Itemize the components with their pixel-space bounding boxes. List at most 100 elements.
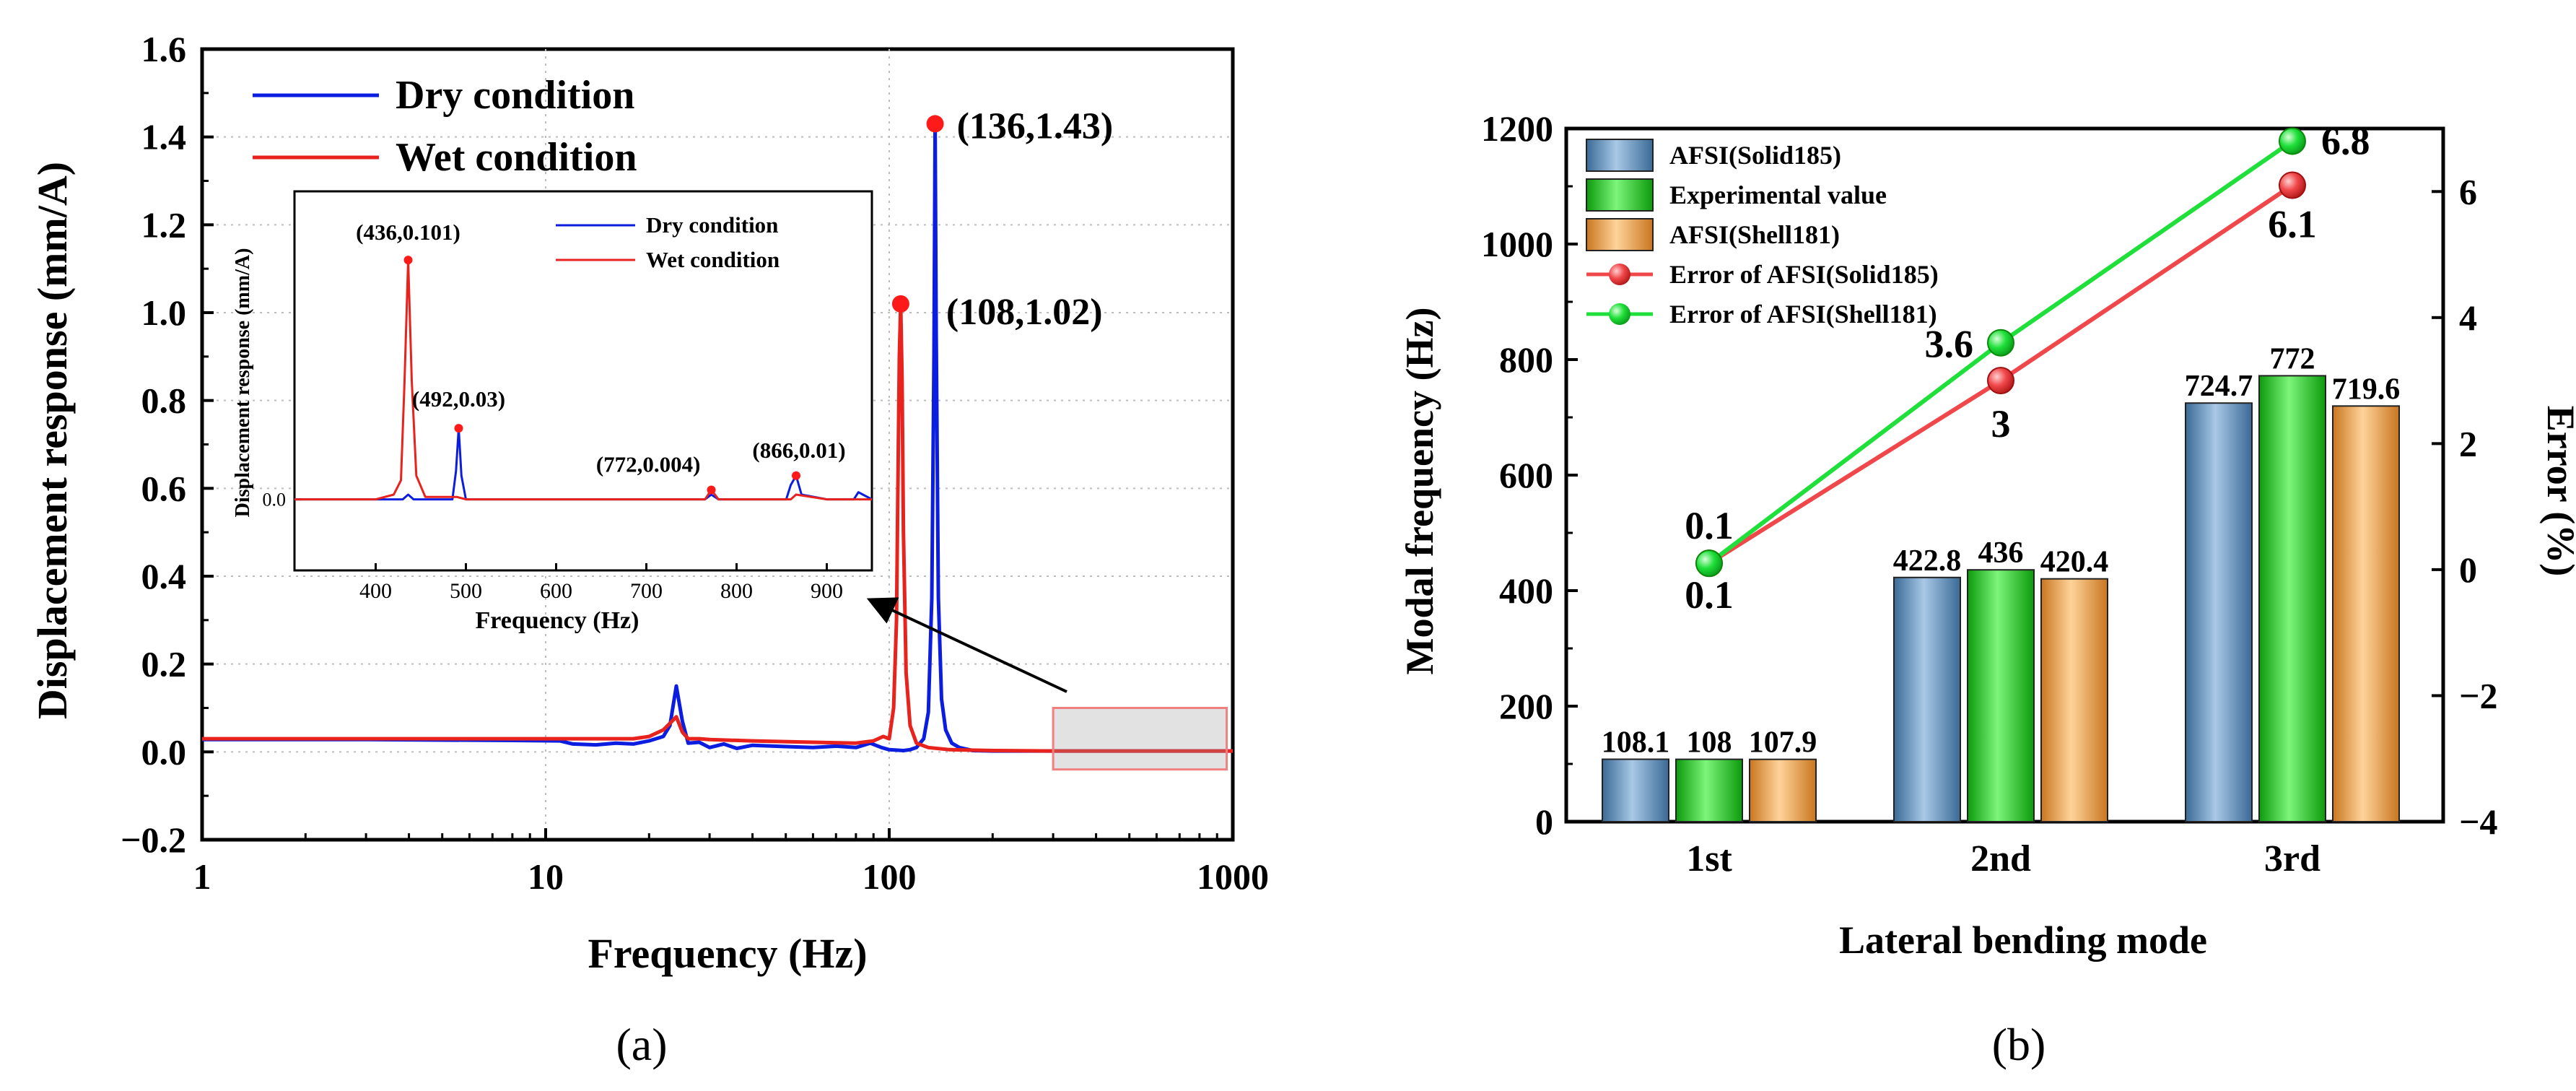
b-y2-tick-label: −4 (2459, 801, 2498, 842)
y-tick-label: 0.2 (141, 644, 187, 684)
inset-peak-annotation: (866,0.01) (752, 438, 845, 463)
b-x-tick-label: 1st (1686, 838, 1732, 879)
error-value-label-shell181: 3.6 (1925, 323, 1974, 366)
inset-frame (293, 190, 873, 572)
series-line-dry-condition (202, 121, 1233, 753)
inset-peak-marker (403, 256, 413, 265)
b-y-tick-label: 1000 (1481, 224, 1553, 264)
error-value-label-solid185: 0.1 (1685, 573, 1734, 617)
legend-swatch-afsi-solid185- (1586, 139, 1654, 172)
peak-marker (891, 295, 909, 313)
y-tick-label: 0.0 (141, 731, 187, 772)
y-tick-label: 0.4 (141, 556, 187, 596)
bar-experimental-value (2258, 375, 2326, 822)
b-y2-tick-label: 2 (2459, 423, 2477, 464)
b-y2-tick-label: 4 (2459, 297, 2477, 338)
inset-x-tick-label: 700 (630, 579, 663, 603)
bar-value-label: 108 (1687, 726, 1732, 760)
inset-legend-label-wet: Wet condition (646, 247, 780, 272)
b-y-tick-label: 0 (1535, 801, 1553, 842)
legend-label: Error of AFSI(Shell181) (1669, 300, 1937, 329)
inset-x-tick-label: 800 (720, 579, 753, 603)
y-tick-label: 0.6 (141, 468, 187, 508)
inset-x-tick-label: 900 (811, 579, 843, 603)
panel-a-chart: −0.2 0.0 0.2 0.4 0.6 0.8 1.0 1.2 1.4 1.6 1 10 100 100… (29, 29, 1269, 1070)
x-tick-label: 100 (863, 856, 917, 897)
inset-series-line-wet-condition (294, 258, 872, 501)
y-tick-label: 1.2 (141, 204, 187, 245)
y-tick-label: 1.6 (141, 29, 187, 69)
bar-afsi-solid185- (1602, 758, 1669, 823)
bar-afsi-shell181- (2040, 578, 2108, 822)
b-y2-tick-label: 6 (2459, 171, 2477, 212)
bar-experimental-value (1967, 569, 2035, 822)
peak-annotation: (136,1.43) (957, 105, 1114, 147)
b-y2-tick-label: −2 (2459, 675, 2498, 716)
bar-value-label: 719.6 (2332, 373, 2401, 406)
error-marker (1695, 549, 1723, 578)
inset-peak-marker (707, 485, 716, 495)
error-value-label-shell181: 6.8 (2321, 119, 2370, 162)
bar-value-label: 772 (2270, 342, 2315, 375)
bar-value-label: 420.4 (2040, 546, 2109, 579)
error-value-label-shell181: 0.1 (1685, 504, 1734, 547)
legend-label: Experimental value (1669, 181, 1887, 209)
x-axis-label: Frequency (Hz) (588, 930, 867, 977)
b-y2-tick-label: 0 (2459, 549, 2477, 590)
bar-afsi-solid185- (1893, 576, 1961, 822)
b-x-tick-label: 2nd (1970, 838, 2031, 879)
bar-value-label: 107.9 (1749, 726, 1817, 760)
b-x-axis-label: Lateral bending mode (1839, 918, 2207, 962)
error-value-label-solid185: 3 (1991, 402, 2011, 445)
inset-x-tick-label: 400 (359, 579, 392, 603)
zoom-region-box (1052, 707, 1228, 771)
error-marker (1987, 367, 2014, 395)
inset-x-tick-label: 600 (540, 579, 572, 603)
b-y-tick-label: 1200 (1481, 108, 1553, 149)
bar-experimental-value (1675, 758, 1743, 822)
inset-peak-annotation: (492,0.03) (412, 386, 505, 412)
inset-peak-annotation: (772,0.004) (596, 451, 701, 477)
bar-afsi-shell181- (2332, 405, 2400, 822)
panel-a-label: (a) (616, 1019, 667, 1070)
inset-x-axis-label: Frequency (Hz) (476, 607, 639, 634)
inset-y-axis-label: Displacement response (mm/A) (232, 248, 254, 518)
legend-label: AFSI(Solid185) (1669, 141, 1841, 170)
y-tick-label: 0.8 (141, 381, 187, 421)
bar-value-label: 436 (1978, 536, 2024, 570)
inset-peak-annotation: (436,0.101) (356, 219, 460, 245)
error-marker (2279, 127, 2306, 155)
series-line-wet-condition (202, 302, 1233, 753)
legend-label-wet: Wet condition (396, 135, 637, 180)
b-x-tick-label: 3rd (2264, 838, 2320, 879)
x-tick-label: 10 (528, 856, 564, 897)
x-tick-label: 1000 (1197, 856, 1269, 897)
inset-legend-label-dry: Dry condition (646, 212, 778, 238)
legend-label: Error of AFSI(Solid185) (1669, 260, 1939, 289)
bar-value-label: 422.8 (1893, 544, 1962, 578)
bar-afsi-solid185- (2185, 402, 2253, 822)
peak-annotation: (108,1.02) (946, 292, 1103, 333)
b-y-tick-label: 200 (1499, 686, 1553, 726)
panel-b-chart: 0 200 400 600 800 1000 1200 −4 −2 0 2 4 6 1st 2nd 3rd 1… (1398, 108, 2576, 1070)
bar-afsi-shell181- (1749, 758, 1817, 823)
inset-x-tick-label: 500 (450, 579, 482, 603)
legend-marker (1609, 303, 1630, 325)
inset-y-tick-label: 0.0 (263, 490, 287, 510)
legend-swatch-experimental-value (1586, 178, 1654, 212)
y-tick-label: 1.4 (141, 117, 187, 157)
inset-peak-marker (454, 424, 463, 433)
b-y2-axis-label: Error (%) (2539, 406, 2576, 576)
panel-b-label: (b) (1992, 1019, 2046, 1070)
legend-marker (1609, 264, 1630, 285)
inset-peak-marker (792, 471, 800, 480)
y-tick-label: −0.2 (121, 820, 186, 860)
bar-value-label: 108.1 (1602, 726, 1670, 760)
legend-label: AFSI(Shell181) (1669, 220, 1840, 249)
legend-swatch-afsi-shell181- (1586, 218, 1654, 251)
inset-chart: 400 500 600 700 800 900 0.0 (436,0.101) (492,0.… (232, 190, 873, 634)
bar-value-label: 724.7 (2185, 370, 2253, 403)
b-y-axis-label: Modal frequency (Hz) (1398, 308, 1441, 675)
zoom-arrow (866, 597, 1067, 693)
